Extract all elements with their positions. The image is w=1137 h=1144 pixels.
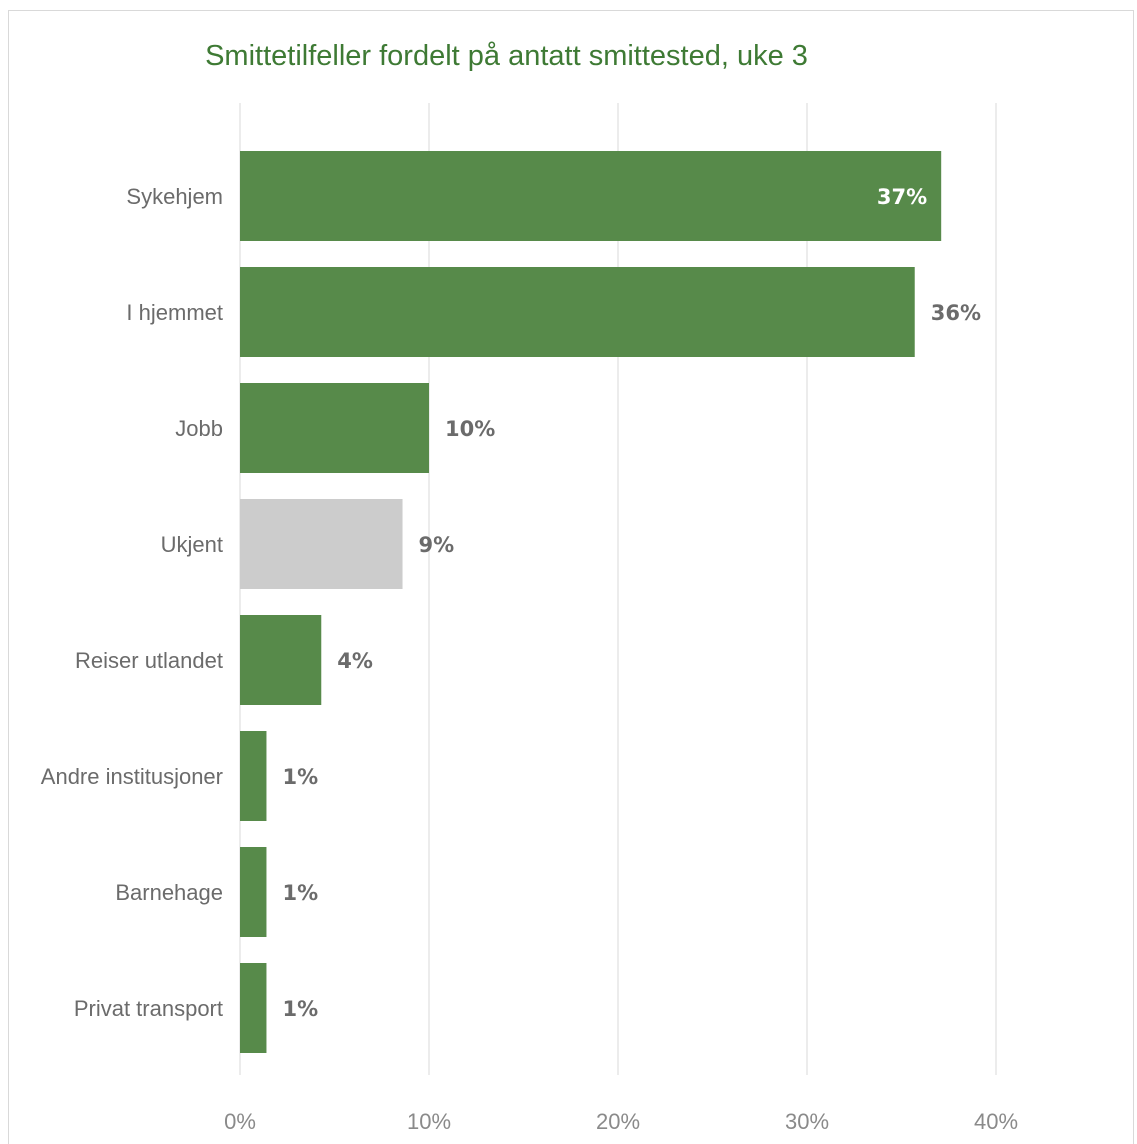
x-tick-label: 10% xyxy=(407,1109,451,1134)
data-label: 1% xyxy=(282,881,318,905)
bar xyxy=(240,615,322,705)
x-tick-label: 20% xyxy=(596,1109,640,1134)
category-label: Barnehage xyxy=(115,880,223,905)
x-tick-label: 0% xyxy=(224,1109,256,1134)
data-label: 36% xyxy=(931,301,981,325)
data-label: 9% xyxy=(419,533,455,557)
category-label: Andre institusjoner xyxy=(41,764,223,789)
category-label: Privat transport xyxy=(74,996,223,1021)
bar xyxy=(240,847,267,937)
bar xyxy=(240,731,267,821)
category-label: Sykehjem xyxy=(126,184,223,209)
category-label: I hjemmet xyxy=(126,300,223,325)
bar xyxy=(240,267,915,357)
chart-title: Smittetilfeller fordelt på antatt smitte… xyxy=(205,40,808,72)
category-label: Jobb xyxy=(175,416,223,441)
bar xyxy=(240,151,942,241)
data-label: 4% xyxy=(337,649,373,673)
data-label: 1% xyxy=(282,997,318,1021)
data-label: 1% xyxy=(282,765,318,789)
x-tick-label: 30% xyxy=(785,1109,829,1134)
data-label: 10% xyxy=(445,417,495,441)
category-label: Reiser utlandet xyxy=(75,648,223,673)
x-tick-label: 40% xyxy=(974,1109,1018,1134)
bar xyxy=(240,963,267,1053)
data-label: 37% xyxy=(877,185,927,209)
bar xyxy=(240,499,403,589)
bar xyxy=(240,383,429,473)
category-label: Ukjent xyxy=(161,532,223,557)
